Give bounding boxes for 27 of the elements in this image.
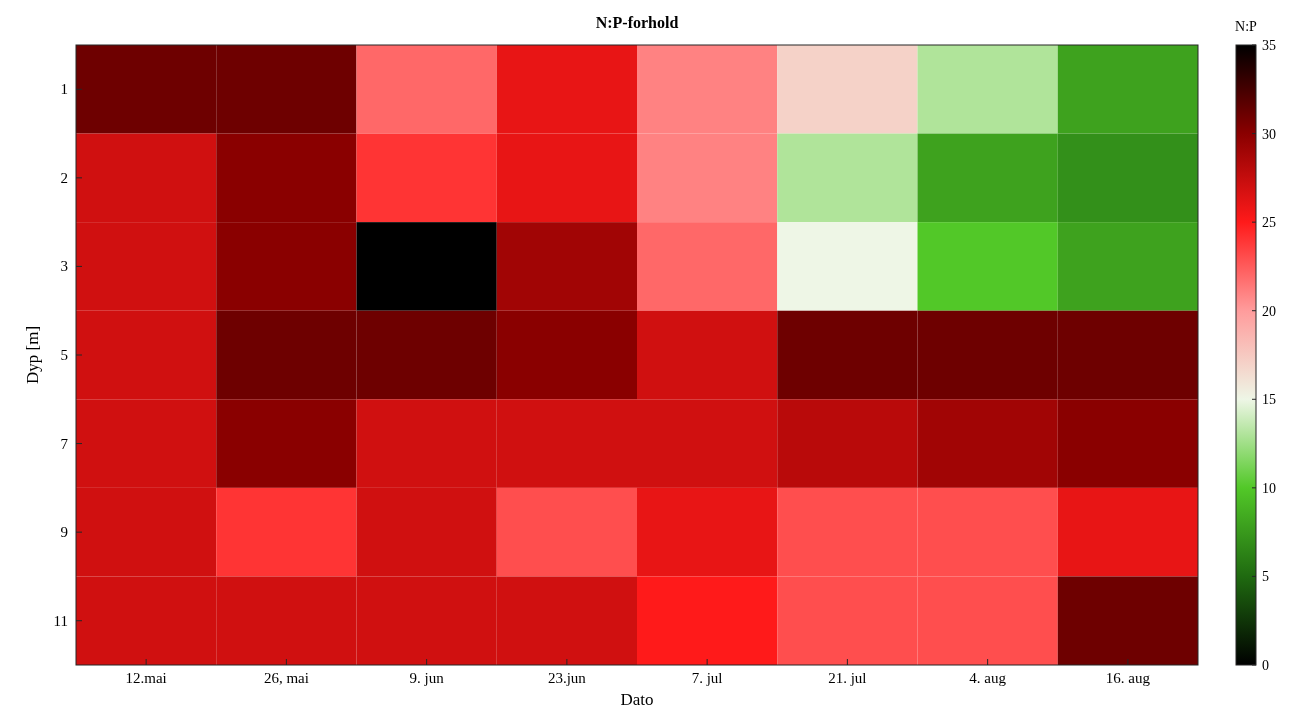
x-tick-label: 23.jun (547, 670, 587, 686)
y-tick-label: 2 (60, 169, 68, 186)
y-tick-label: 7 (60, 435, 69, 452)
color-bar-label: 30 (1262, 126, 1276, 142)
y-tick-label: 3 (60, 258, 68, 275)
y-axis-title: Dyp [m] (23, 325, 42, 385)
color-bar-label: 35 (1262, 38, 1276, 53)
x-axis-title: Dato (620, 690, 654, 709)
y-tick-label: 9 (60, 524, 68, 541)
color-bar-label: 0 (1262, 658, 1269, 673)
color-bar-title: N:P (1235, 19, 1258, 34)
color-bar-label: 5 (1262, 569, 1269, 585)
x-tick-label: 7. jul (691, 670, 723, 686)
color-bar-label: 20 (1262, 303, 1276, 319)
chart-title: N:P-forhold (595, 14, 679, 31)
y-tick-label: 11 (53, 612, 68, 629)
x-tick-label: 26, mai (263, 670, 309, 686)
x-tick-label: 12.mai (125, 670, 167, 686)
color-bar-label: 25 (1262, 215, 1276, 231)
x-tick-label: 16. aug (1105, 670, 1151, 686)
y-tick-label: 5 (60, 347, 68, 363)
color-bar-label: 10 (1262, 480, 1276, 496)
x-tick-label: 9. jun (409, 670, 445, 686)
y-tick-label: 1 (60, 81, 68, 98)
x-tick-label: 21. jul (828, 670, 867, 686)
color-bar-label: 15 (1262, 392, 1276, 408)
x-tick-label: 4. aug (969, 670, 1007, 686)
